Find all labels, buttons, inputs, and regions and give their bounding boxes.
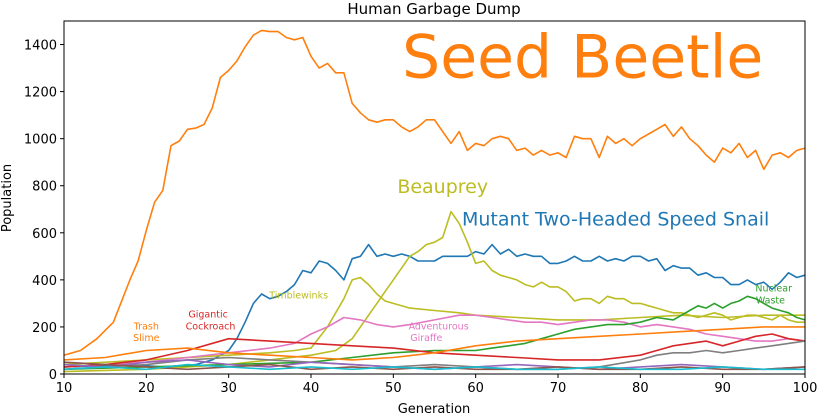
y-tick-label: 600 (32, 227, 57, 242)
x-tick-label: 100 (793, 381, 818, 396)
series-line-seed-beetle (63, 29, 806, 356)
x-tick-label: 50 (385, 381, 402, 396)
series-line-gigantic-cockroach (63, 333, 806, 368)
y-axis-label: Population (0, 164, 15, 232)
series-line-unlabeled-10 (63, 361, 806, 371)
series-line-mutant-two-headed-speed-snail (63, 243, 806, 368)
annotation-label: Nuclear (755, 284, 792, 295)
x-tick-label: 20 (138, 381, 155, 396)
annotation-label: Mutant Two-Headed Speed Snail (462, 209, 769, 231)
y-tick-label: 0 (49, 368, 57, 383)
series-line-nuclear-waste (63, 295, 806, 371)
chart-title: Human Garbage Dump (347, 0, 520, 18)
x-axis-label: Generation (398, 402, 471, 415)
series-line-timblewinks (63, 276, 805, 366)
x-tick-label: 30 (220, 381, 237, 396)
y-tick-label: 400 (32, 274, 57, 289)
series-line-unlabeled-11 (63, 363, 805, 371)
y-tick-label: 200 (32, 321, 57, 336)
annotation-label: Waste (756, 295, 785, 306)
annotation-label: Cockroach (186, 321, 236, 332)
annotation-label: Adventurous (409, 321, 469, 332)
x-tick-label: 90 (714, 381, 731, 396)
annotation-label: Seed Beetle (402, 22, 763, 92)
y-axis: 0 200 400 600 800 1000 1200 1400 (24, 39, 64, 383)
series-line-trash-slime (63, 326, 805, 361)
x-tick-label: 70 (550, 381, 567, 396)
annotation-layer: Seed Beetle Mutant Two-Headed Speed Snail… (133, 22, 792, 344)
annotation-label: Giraffe (410, 333, 442, 344)
x-tick-label: 80 (632, 381, 649, 396)
series-line-adventurous-giraffe (63, 314, 806, 368)
annotation-label: Trash (133, 321, 159, 332)
y-tick-label: 1000 (24, 133, 57, 148)
y-tick-label: 800 (32, 180, 57, 195)
x-tick-label: 10 (56, 381, 73, 396)
x-axis: 10 20 30 40 50 60 70 80 90 100 (56, 374, 818, 396)
x-tick-label: 60 (467, 381, 484, 396)
y-tick-label: 1400 (24, 39, 57, 54)
annotation-label: Timblewinks (268, 291, 328, 302)
plot-frame (63, 20, 806, 375)
plot-area: Seed Beetle Mutant Two-Headed Speed Snail… (63, 20, 806, 375)
annotation-label: Gigantic (188, 310, 227, 321)
x-tick-label: 40 (303, 381, 320, 396)
annotation-label: Beauprey (397, 176, 488, 198)
y-tick-label: 1200 (24, 86, 57, 101)
series-line-beauprey (63, 210, 805, 373)
annotation-label: Slime (133, 333, 160, 344)
series-layer (63, 29, 806, 373)
